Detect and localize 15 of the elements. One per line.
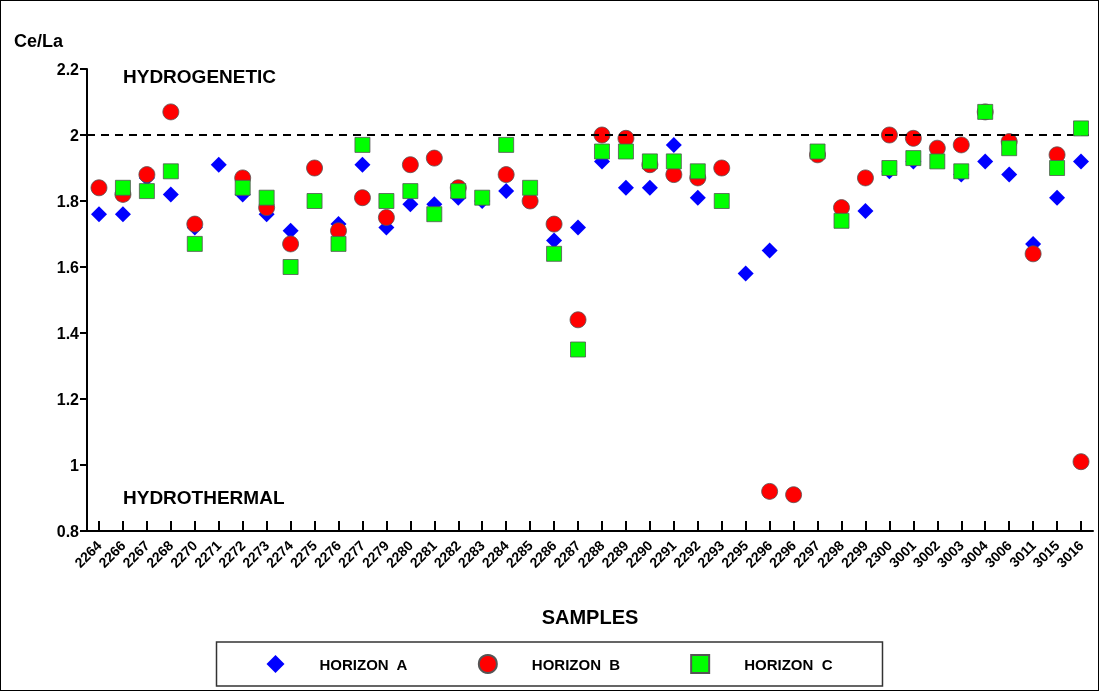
y-tick-label: 1.8 — [56, 192, 80, 210]
annotation: HYDROTHERMAL — [123, 487, 285, 508]
y-tick-label: 1.2 — [56, 390, 80, 408]
y-tick-label: 0.8 — [56, 522, 80, 540]
legend-label: HORIZON B — [531, 655, 621, 673]
x-axis-title: SAMPLES — [541, 606, 639, 628]
legend-label: HORIZON C — [744, 655, 833, 673]
legend-label: HORIZON A — [319, 655, 408, 673]
y-tick-label: 2 — [70, 126, 80, 144]
y-tick-label: 1 — [70, 456, 80, 474]
y-tick-label: 1.6 — [56, 258, 80, 276]
y-axis-title: Ce/La — [14, 31, 65, 51]
annotation: HYDROGENETIC — [123, 66, 277, 87]
y-tick-label: 1.4 — [56, 324, 80, 342]
y-tick-label: 2.2 — [56, 60, 80, 78]
